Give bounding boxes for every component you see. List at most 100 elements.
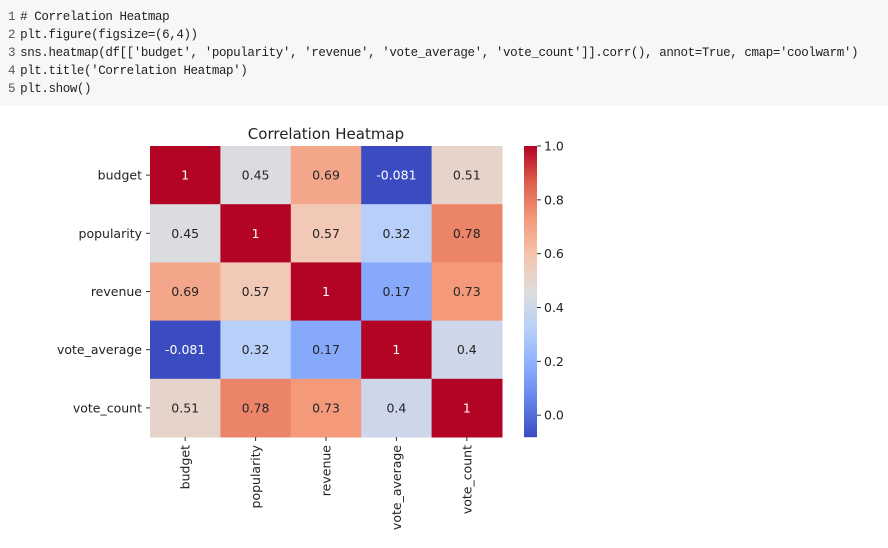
colorbar-segment [524, 206, 537, 208]
colorbar-segment [524, 334, 537, 336]
colorbar-segment [524, 166, 537, 168]
colorbar-segment [524, 301, 537, 303]
colorbar-segment [524, 197, 537, 199]
colorbar-segment [524, 287, 537, 289]
colorbar-tick-label: 0.8 [544, 192, 564, 207]
colorbar-segment [524, 165, 537, 167]
colorbar-segment [524, 177, 537, 179]
cell-annotation: 1 [181, 168, 189, 183]
colorbar-segment [524, 308, 537, 310]
colorbar-segment [524, 390, 537, 392]
colorbar-segment [524, 350, 537, 352]
colorbar-segment [524, 226, 537, 228]
code-text: plt.title('Correlation Heatmap') [20, 64, 248, 78]
colorbar-segment [524, 266, 537, 268]
colorbar-segment [524, 302, 537, 304]
colorbar-segment [524, 154, 537, 156]
heatmap-cell [361, 378, 433, 438]
colorbar-segment [524, 311, 537, 313]
line-number: 5 [8, 82, 16, 96]
colorbar-segment [524, 243, 537, 245]
colorbar-segment [524, 275, 537, 277]
cell-annotation: 0.4 [386, 400, 406, 415]
heatmap-cell [220, 378, 292, 438]
colorbar-segment [524, 189, 537, 191]
colorbar-segment [524, 270, 537, 272]
code-line: 2 plt.figure(figsize=(6,4)) [8, 28, 198, 42]
colorbar-segment [524, 352, 537, 354]
colorbar-segment [524, 155, 537, 157]
heatmap-cell [431, 378, 503, 438]
colorbar-segment [524, 205, 537, 207]
colorbar-segment [524, 368, 537, 370]
colorbar-segment [524, 279, 537, 281]
colorbar-segment [524, 324, 537, 326]
colorbar-segment [524, 220, 537, 222]
cell-annotation: 0.32 [242, 342, 270, 357]
cell-annotation: 0.17 [312, 342, 340, 357]
colorbar-segment [524, 182, 537, 184]
colorbar-segment [524, 382, 537, 384]
heatmap-cell [290, 146, 362, 205]
cell-annotation: 0.57 [312, 226, 340, 241]
cell-annotation: 1 [322, 284, 330, 299]
code-cell[interactable]: 1 # Correlation Heatmap 2 plt.figure(figsiz… [0, 0, 888, 106]
code-line: 3 sns.heatmap(df[['budget', 'popularity',… [8, 46, 858, 60]
colorbar-segment [524, 219, 537, 221]
colorbar-segment [524, 268, 537, 270]
colorbar-segment [524, 395, 537, 397]
colorbar-segment [524, 151, 537, 153]
cell-annotation: 0.69 [312, 168, 340, 183]
colorbar-segment [524, 386, 537, 388]
colorbar-segment [524, 387, 537, 389]
colorbar-segment [524, 412, 537, 414]
colorbar-segment [524, 200, 537, 202]
colorbar-segment [524, 309, 537, 311]
colorbar-segment [524, 167, 537, 169]
colorbar-segment [524, 347, 537, 349]
colorbar-segment [524, 262, 537, 264]
colorbar-segment [524, 215, 537, 217]
colorbar-segment [524, 431, 537, 433]
colorbar-segment [524, 253, 537, 255]
colorbar-segment [524, 247, 537, 249]
colorbar-segment [524, 430, 537, 432]
colorbar-segment [524, 175, 537, 177]
colorbar-segment [524, 293, 537, 295]
colorbar-segment [524, 365, 537, 367]
line-number: 2 [8, 28, 16, 42]
colorbar-segment [524, 263, 537, 265]
colorbar-segment [524, 425, 537, 427]
y-tick-label: budget [98, 168, 142, 183]
colorbar-segment [524, 323, 537, 325]
colorbar-segment [524, 373, 537, 375]
colorbar-segment [524, 389, 537, 391]
code-line: 5 plt.show() [8, 82, 92, 96]
code-text: plt.figure(figsize=(6,4)) [20, 28, 198, 42]
colorbar-segment [524, 261, 537, 263]
colorbar-segment [524, 159, 537, 161]
colorbar-segment [524, 153, 537, 155]
x-tick-label: vote_count [459, 445, 474, 514]
colorbar-segment [524, 230, 537, 232]
colorbar-segment [524, 328, 537, 330]
cell-annotation: -0.081 [376, 168, 416, 183]
colorbar-segment [524, 377, 537, 379]
colorbar-segment [524, 229, 537, 231]
colorbar-segment [524, 325, 537, 327]
colorbar-segment [524, 146, 537, 148]
colorbar-segment [524, 306, 537, 308]
line-number: 4 [8, 64, 16, 78]
colorbar-segment [524, 404, 537, 406]
colorbar-segment [524, 407, 537, 409]
code-text: # Correlation Heatmap [20, 10, 170, 24]
colorbar-segment [524, 305, 537, 307]
colorbar-segment [524, 432, 537, 434]
colorbar-segment [524, 354, 537, 356]
colorbar-segment [524, 356, 537, 358]
colorbar-segment [524, 228, 537, 230]
colorbar-segment [524, 294, 537, 296]
colorbar-segment [524, 168, 537, 170]
colorbar-segment [524, 336, 537, 338]
code-line: 1 # Correlation Heatmap [8, 10, 170, 24]
